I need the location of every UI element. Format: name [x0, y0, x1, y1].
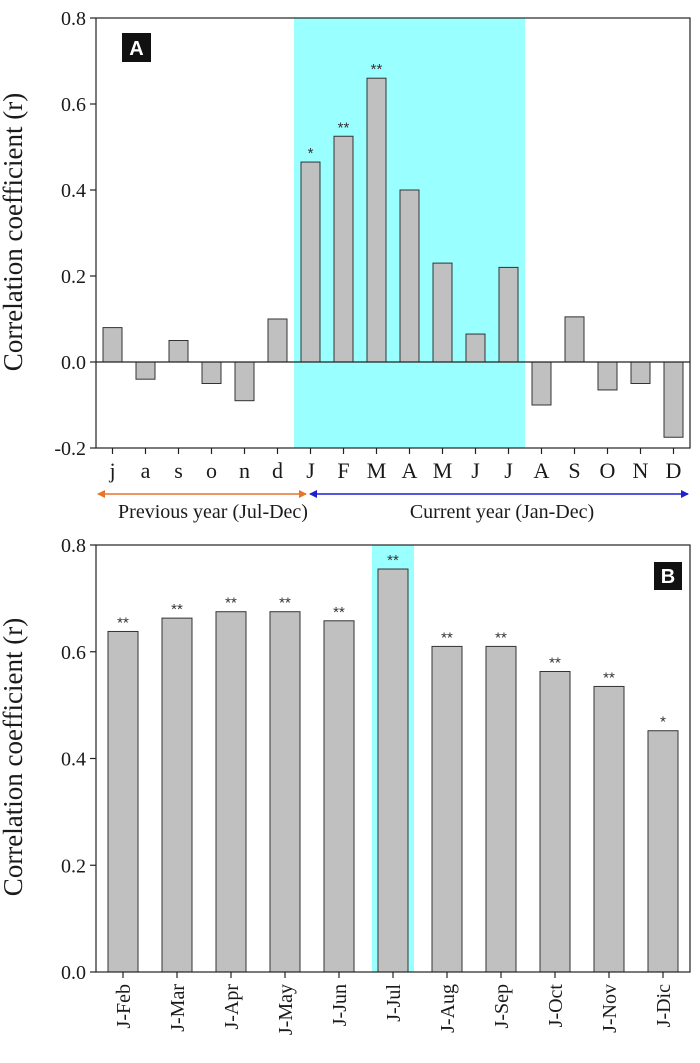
- y-tick-label-b-1: 0.2: [61, 855, 86, 877]
- x-tick-label-b-1: J-Mar: [167, 984, 189, 1032]
- bar-b-2: [215, 611, 247, 973]
- x-tick-label-a-5: d: [272, 458, 283, 483]
- y-tick-label-a-4: 0.6: [61, 94, 86, 116]
- x-tick-label-a-14: S: [568, 458, 580, 483]
- x-tick-label-a-11: J: [471, 458, 480, 483]
- bar-b-1: [161, 617, 193, 973]
- bar-a-14: [564, 316, 585, 363]
- bar-a-16: [630, 361, 651, 384]
- current-year-label: Current year (Jan-Dec): [410, 501, 594, 523]
- x-tick-label-b-8: J-Oct: [545, 984, 567, 1028]
- x-tick-label-b-2: J-Apr: [221, 984, 243, 1030]
- x-tick-label-a-16: N: [633, 458, 649, 483]
- bar-b-9: [593, 685, 625, 973]
- previous-year-label: Previous year (Jul-Dec): [118, 501, 308, 523]
- x-tick-label-a-15: O: [600, 458, 616, 483]
- significance-a-6: *: [308, 145, 314, 162]
- bar-a-9: [399, 189, 420, 363]
- y-tick-label-b-2: 0.4: [61, 749, 86, 771]
- bar-b-0: [107, 630, 139, 973]
- bar-a-10: [432, 262, 453, 363]
- significance-a-7: **: [338, 119, 350, 136]
- x-tick-label-a-1: a: [141, 458, 151, 483]
- bar-b-3: [269, 611, 301, 973]
- significance-b-2: **: [225, 595, 237, 612]
- bar-b-4: [323, 620, 355, 973]
- significance-b-10: *: [660, 714, 666, 731]
- panel-a-label-text: A: [129, 38, 143, 60]
- bar-a-8: [366, 77, 387, 363]
- bar-a-13: [531, 361, 552, 406]
- significance-b-5: **: [387, 552, 399, 569]
- bar-b-10: [647, 730, 679, 973]
- bar-a-0: [102, 327, 123, 363]
- bar-a-5: [267, 318, 288, 363]
- significance-b-9: **: [603, 669, 615, 686]
- y-tick-label-a-0: -0.2: [54, 438, 86, 460]
- x-tick-label-b-0: J-Feb: [113, 984, 135, 1028]
- x-tick-label-a-0: j: [108, 458, 115, 483]
- x-tick-label-a-2: s: [174, 458, 183, 483]
- bar-a-17: [663, 361, 684, 438]
- panel-b: **** ** ******** ******* 0.00.20.40.60.8 J-…: [0, 535, 691, 1035]
- x-tick-label-a-7: F: [337, 458, 349, 483]
- bar-a-7: [333, 135, 354, 363]
- bar-a-3: [201, 361, 222, 384]
- x-tick-label-b-6: J-Aug: [437, 984, 459, 1033]
- bar-a-6: [300, 161, 321, 363]
- x-tick-label-a-10: M: [433, 458, 453, 483]
- x-tick-label-b-3: J-May: [275, 984, 297, 1035]
- bar-a-2: [168, 340, 189, 363]
- significance-b-8: **: [549, 654, 561, 671]
- significance-b-0: **: [117, 614, 129, 631]
- bar-a-1: [135, 361, 156, 380]
- x-tick-label-a-9: A: [402, 458, 418, 483]
- panel-b-y-axis-title: Correlation coefficient (r): [0, 618, 28, 896]
- bar-b-6: [431, 645, 463, 973]
- y-tick-label-a-2: 0.2: [61, 266, 86, 288]
- y-tick-label-b-4: 0.8: [61, 535, 86, 557]
- x-tick-label-b-10: J-Dic: [653, 984, 675, 1027]
- panel-b-label: B: [654, 562, 682, 590]
- significance-a-8: **: [371, 61, 383, 78]
- significance-b-6: **: [441, 629, 453, 646]
- bar-b-5: [377, 568, 409, 973]
- significance-b-4: **: [333, 604, 345, 621]
- x-tick-label-a-12: J: [504, 458, 513, 483]
- significance-b-3: **: [279, 595, 291, 612]
- bar-a-11: [465, 333, 486, 363]
- x-tick-label-b-5: J-Jul: [383, 984, 405, 1022]
- y-tick-label-a-3: 0.4: [61, 180, 86, 202]
- x-tick-label-a-4: n: [239, 458, 250, 483]
- x-tick-label-b-4: J-Jun: [329, 984, 351, 1026]
- x-tick-label-a-8: M: [367, 458, 387, 483]
- bar-a-12: [498, 266, 519, 363]
- x-tick-label-b-9: J-Nov: [599, 984, 621, 1033]
- x-tick-label-b-7: J-Sep: [491, 984, 513, 1028]
- x-tick-label-a-3: o: [206, 458, 217, 483]
- y-tick-label-a-5: 0.8: [61, 8, 86, 30]
- y-tick-label-b-0: 0.0: [61, 962, 86, 984]
- panel-a-frame: [95, 17, 691, 449]
- x-tick-label-a-17: D: [666, 458, 682, 483]
- x-tick-label-a-13: A: [534, 458, 550, 483]
- x-tick-label-a-6: J: [306, 458, 315, 483]
- y-tick-label-b-3: 0.6: [61, 642, 86, 664]
- y-tick-label-a-1: 0.0: [61, 352, 86, 374]
- significance-b-7: **: [495, 629, 507, 646]
- bar-b-7: [485, 645, 517, 973]
- bar-a-4: [234, 361, 255, 402]
- bar-b-8: [539, 670, 571, 973]
- bar-a-15: [597, 361, 618, 391]
- panel-a-y-axis-title: Correlation coefficient (r): [0, 93, 28, 371]
- panel-a-label: A: [122, 33, 151, 62]
- panel-b-label-text: B: [661, 566, 675, 588]
- period-annotation: Previous year (Jul-Dec) Current year (Ja…: [97, 490, 689, 523]
- significance-b-1: **: [171, 601, 183, 618]
